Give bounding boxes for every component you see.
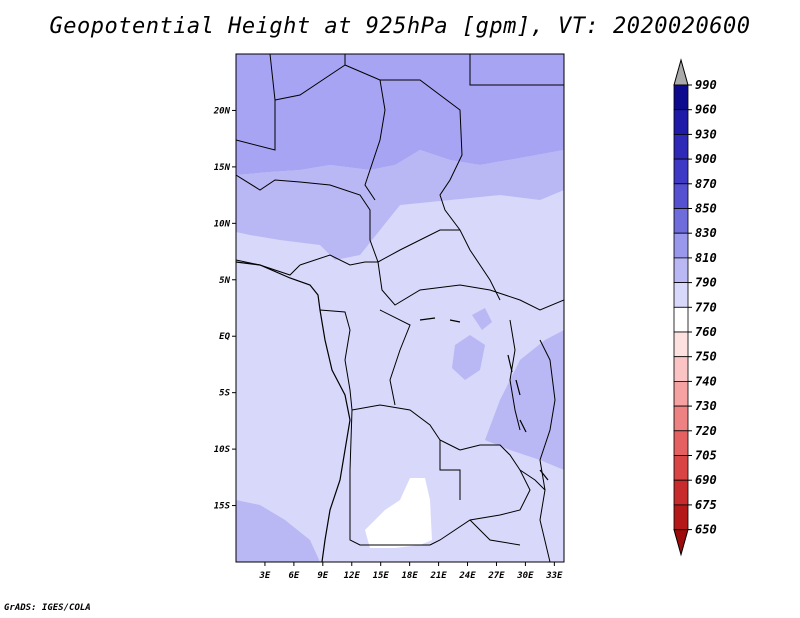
y-tick-label: 10S: [214, 445, 231, 455]
x-tick-label: 30E: [516, 571, 534, 581]
colorbar-upper-arrow: [673, 58, 689, 86]
colorbar-label: 720: [695, 424, 717, 438]
colorbar-label: 650: [695, 523, 717, 537]
colorbar-label: 730: [695, 399, 717, 413]
colorbar-swatch: [673, 109, 689, 135]
y-tick-label: 15N: [214, 163, 231, 173]
colorbar-label: 960: [695, 103, 717, 117]
colorbar-swatch: [673, 282, 689, 308]
colorbar-swatch: [673, 232, 689, 259]
x-tick-label: 9E: [317, 571, 328, 581]
y-axis: 20N 15N 10N 5N EQ 5S 10S 15S: [213, 106, 236, 512]
y-tick-label: EQ: [219, 332, 230, 342]
colorbar-label: 740: [695, 374, 717, 388]
colorbar-label: 870: [695, 177, 717, 191]
y-tick-label: 20N: [213, 106, 231, 116]
colorbar-lower-arrow: [673, 529, 689, 557]
colorbar-label: 990: [695, 78, 717, 92]
colorbar: 990 960 930 900 870 850 830 810 790 770 760 750 740 7…: [673, 58, 717, 557]
x-tick-label: 18E: [402, 571, 419, 581]
far-north-shade: [236, 54, 564, 175]
y-tick-label: 15S: [214, 502, 231, 512]
congo-shade-2: [472, 308, 492, 330]
colorbar-swatch: [673, 455, 689, 481]
colorbar-swatch: [673, 183, 689, 209]
colorbar-swatch: [673, 504, 689, 530]
y-tick-label: 5N: [219, 276, 230, 286]
colorbar-swatch: [673, 133, 689, 160]
coastlines: [236, 261, 549, 562]
colorbar-swatch: [673, 331, 689, 358]
x-tick-label: 33E: [545, 571, 563, 581]
map-panel: [236, 54, 564, 562]
x-tick-label: 15E: [373, 571, 390, 581]
colorbar-label: 705: [695, 449, 717, 463]
colorbar-swatch: [673, 84, 689, 111]
x-axis: 3E 6E 9E 12E 15E 18E 21E 24E 27E 30E 33E: [259, 562, 563, 581]
north-shade: [236, 150, 564, 260]
colorbar-swatch: [673, 405, 689, 432]
colorbar-swatch: [673, 380, 689, 407]
y-tick-label: 5S: [219, 389, 230, 399]
colorbar-swatch: [673, 208, 689, 234]
country-borders: [236, 54, 564, 562]
x-tick-label: 3E: [259, 571, 271, 581]
east-shade: [485, 330, 564, 470]
colorbar-swatch: [673, 306, 689, 333]
colorbar-label: 760: [695, 325, 717, 339]
grads-credit: GrADS: IGES/COLA: [4, 603, 91, 613]
x-tick-label: 21E: [429, 571, 447, 581]
colorbar-label: 810: [695, 251, 717, 265]
colorbar-label: 675: [695, 498, 717, 512]
colorbar-label: 930: [695, 127, 717, 141]
chart-title: Geopotential Height at 925hPa [gpm], VT:…: [49, 14, 751, 39]
colorbar-label: 770: [695, 300, 717, 314]
x-tick-label: 27E: [487, 571, 505, 581]
x-tick-label: 6E: [288, 571, 299, 581]
colorbar-swatch: [673, 158, 689, 185]
map-frame: [235, 53, 565, 563]
y-tick-label: 10N: [214, 219, 231, 229]
colorbar-swatch: [673, 257, 689, 283]
southwest-shade: [236, 500, 320, 562]
congo-shade-1: [452, 335, 485, 380]
colorbar-label: 690: [695, 473, 717, 487]
colorbar-label: 830: [695, 226, 717, 240]
colorbar-swatch: [673, 479, 689, 506]
colorbar-label: 750: [695, 350, 717, 364]
colorbar-swatch: [673, 356, 689, 382]
colorbar-label: 850: [695, 202, 717, 216]
x-tick-label: 24E: [458, 571, 476, 581]
colorbar-swatch: [673, 430, 689, 456]
colorbar-label: 790: [695, 276, 717, 290]
colorbar-label: 900: [695, 152, 717, 166]
x-tick-label: 12E: [344, 571, 361, 581]
low-height-area: [365, 478, 432, 548]
